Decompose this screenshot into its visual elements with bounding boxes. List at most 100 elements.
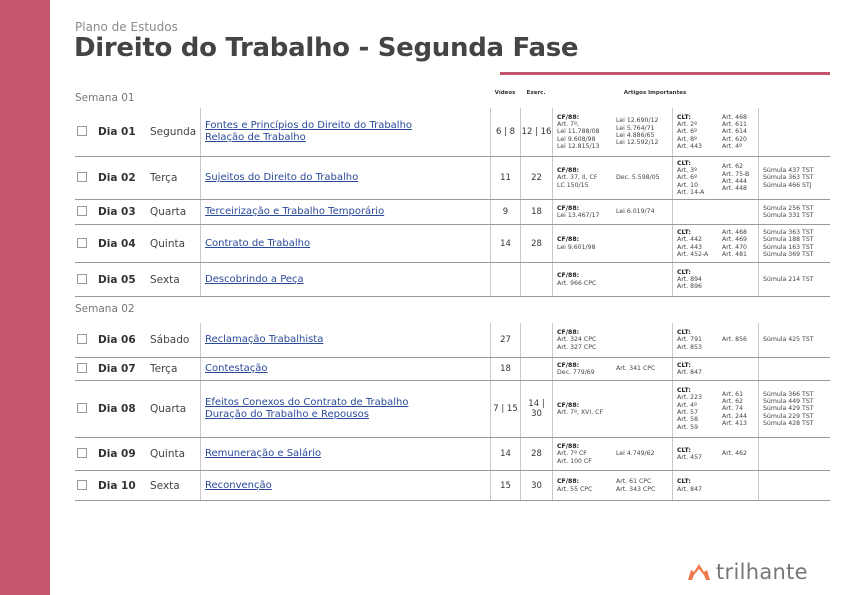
topic-link[interactable]: Remuneração e Salário — [205, 448, 322, 459]
videos-count: 7 | 15 — [493, 404, 518, 414]
sumulas-cell: Súmula 363 TST Súmula 188 TST Súmula 163 T… — [758, 225, 830, 262]
checkbox[interactable] — [77, 479, 87, 490]
cf-item: Art. 327 CPC — [557, 343, 597, 351]
videos-cell: 14 — [490, 438, 520, 470]
cf2-cell: Art. 341 CPC — [612, 358, 672, 380]
cf2-item: Lei 12.592/12 — [616, 139, 659, 147]
cf-cell: CF/88: Art. 7º CF Art. 100 CF — [552, 438, 612, 470]
exerc-cell: 28 — [520, 225, 552, 262]
sumulas-cell — [758, 438, 830, 470]
cf-item: Art. 37, II, CF — [557, 174, 598, 182]
checkbox[interactable] — [77, 363, 87, 373]
videos-count: 14 — [500, 449, 511, 459]
cf-item: Art. 7º CF — [557, 450, 587, 458]
checkbox[interactable] — [77, 448, 87, 458]
clt2-item: Art. 4º — [722, 142, 742, 150]
cf-item: Art. 100 CF — [557, 457, 592, 465]
checkbox[interactable] — [77, 206, 87, 216]
topic-link[interactable]: Contestação — [205, 363, 268, 374]
checkbox[interactable] — [77, 334, 87, 344]
exerc-count: 28 — [531, 449, 542, 459]
checkbox[interactable] — [77, 403, 87, 413]
sumulas-item: Súmula 363 TST — [763, 174, 814, 182]
clt-cell: CLT: Art. 894 Art. 896 — [672, 263, 718, 296]
day-label: Dia 04 — [98, 225, 136, 262]
clt-cell: CLT: Art. 2º Art. 6º Art. 8º Art. 443 — [672, 108, 718, 156]
clt-item: Art. 791 — [677, 336, 702, 344]
clt-item: CLT: — [677, 329, 691, 337]
day-label: Dia 01 — [98, 108, 136, 156]
table-row: Dia 05 Sexta Descobrindo a Peça CF/88: Art. … — [75, 263, 830, 297]
weekday-label: Quinta — [150, 448, 186, 460]
checkbox[interactable] — [77, 126, 87, 136]
cf2-item: Lei 4.886/65 — [616, 132, 655, 139]
topic-link[interactable]: Descobrindo a Peça — [205, 273, 304, 285]
topic-link[interactable]: Efeitos Conexos do Contrato de Trabalho — [205, 397, 409, 408]
day-number: Dia 07 — [98, 363, 136, 375]
cf-item: Lei 9.608/98 — [557, 135, 596, 143]
sidebar-accent — [0, 0, 50, 595]
checkbox[interactable] — [77, 273, 87, 284]
cf-item: CF/88: — [557, 204, 580, 212]
topic-cell: Reclamação Trabalhista — [200, 323, 490, 357]
videos-cell: 6 | 8 — [490, 108, 520, 156]
clt-item: Art. 847 — [677, 485, 702, 493]
clt2-cell: Art. 62 Art. 75-B Art. 444 Art. 448 — [718, 157, 758, 199]
header-videos: Vídeos — [494, 90, 516, 96]
topic-link[interactable]: Terceirização e Trabalho Temporário — [205, 206, 385, 217]
cf-cell: CF/88: Art. 966 CPC — [552, 263, 612, 296]
clt2-item: Art. 74 — [722, 405, 744, 413]
clt-cell — [672, 200, 718, 224]
checkbox[interactable] — [77, 237, 87, 248]
clt2-cell: Art. 61 Art. 62 Art. 74 Art. 244 Art. 413 — [718, 381, 758, 437]
clt-item: Art. 6º — [677, 128, 697, 136]
checkbox[interactable] — [77, 172, 87, 182]
day-number: Dia 04 — [98, 237, 136, 250]
topic-link[interactable]: Reconvenção — [205, 479, 272, 491]
day-number: Dia 08 — [98, 403, 136, 415]
videos-count: 18 — [500, 364, 511, 374]
table-row: Dia 02 Terça Sujeitos do Direito do Trabal… — [75, 157, 830, 200]
topic-cell: Reconvenção — [200, 471, 490, 500]
weekday: Sexta — [150, 471, 180, 500]
exerc-count: 30 — [531, 480, 542, 491]
topic-link[interactable]: Relação de Trabalho — [205, 132, 306, 143]
cf-cell: CF/88: Art. 7º, XVI, CF — [552, 381, 612, 437]
clt2-cell: Art. 468 Art. 469 Art. 470 Art. 481 — [718, 225, 758, 262]
clt2-item: Art. 611 — [722, 121, 747, 129]
exerc-cell: 22 — [520, 157, 552, 199]
sumulas-item: Súmula 163 TST — [763, 243, 814, 251]
videos-cell: 15 — [490, 471, 520, 500]
topic-link[interactable]: Duração do Trabalho e Repousos — [205, 409, 369, 420]
cf-item: LC 150/15 — [557, 181, 589, 189]
videos-cell: 11 — [490, 157, 520, 199]
videos-cell: 9 — [490, 200, 520, 224]
cf2-item: Lei 4.749/62 — [616, 450, 655, 458]
day-number: Dia 09 — [98, 448, 136, 460]
week-label: Semana 01 — [75, 92, 135, 104]
topic-link[interactable]: Reclamação Trabalhista — [205, 334, 324, 345]
day-label: Dia 03 — [98, 200, 136, 224]
clt-item: CLT: — [677, 387, 691, 395]
sumulas-item: Súmula 369 TST — [763, 250, 814, 258]
topic-link[interactable]: Contrato de Trabalho — [205, 237, 311, 249]
clt-item: CLT: — [677, 113, 691, 121]
videos-cell: 18 — [490, 358, 520, 380]
videos-count: 15 — [500, 480, 511, 491]
cf-item: Lei 11.788/08 — [557, 128, 600, 136]
topic-link[interactable]: Sujeitos do Direito do Trabalho — [205, 172, 359, 183]
clt2-cell — [718, 263, 758, 296]
day-number: Dia 06 — [98, 334, 136, 346]
clt-cell: CLT: Art. 223 Art. 4º Art. 57 Art. 58 Art. 59 — [672, 381, 718, 437]
clt2-item: Art. 61 — [722, 390, 744, 398]
cf2-cell: Lei 4.749/62 — [612, 438, 672, 470]
cf2-item: Dec. 5.598/05 — [616, 174, 660, 182]
cf-item: CF/88: — [557, 272, 580, 280]
cf-cell: CF/88: Lei 13.467/17 — [552, 200, 612, 224]
clt2-cell — [718, 200, 758, 224]
clt-item: Art. 58 — [677, 416, 699, 424]
table-row: Dia 03 Quarta Terceirização e Trabalho Tem… — [75, 200, 830, 225]
clt-item: CLT: — [677, 361, 691, 369]
topic-cell: Fontes e Princípios do Direito do Trabal… — [200, 108, 490, 156]
topic-link[interactable]: Fontes e Princípios do Direito do Trabal… — [205, 120, 413, 131]
